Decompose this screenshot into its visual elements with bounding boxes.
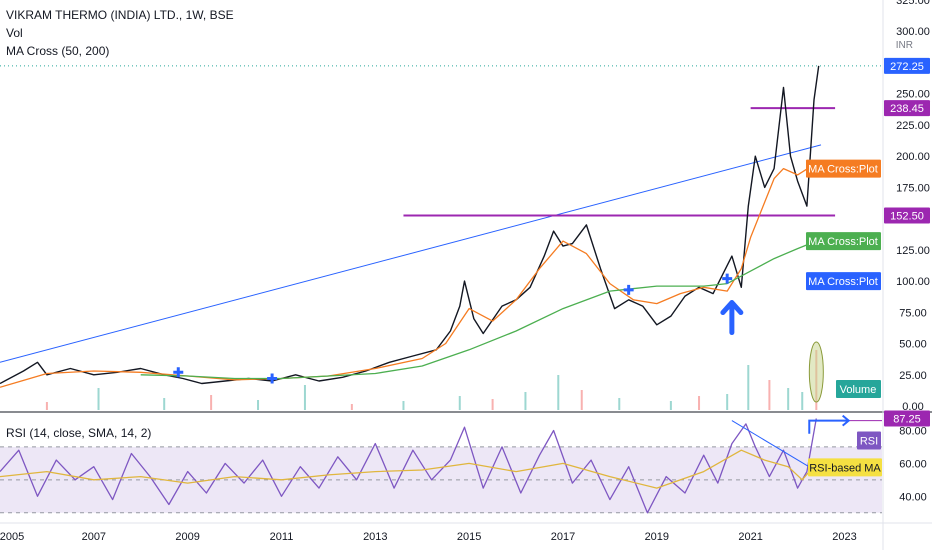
chart-lines bbox=[0, 65, 882, 514]
ma-cross-marker bbox=[267, 373, 278, 384]
ma-cross-label: MA Cross:Plot bbox=[808, 164, 878, 176]
time-tick-label: 2015 bbox=[457, 531, 481, 543]
chart-labels: 272.25 238.45 152.50 MA Cross:Plot MA Cross:… bbox=[806, 57, 930, 477]
time-tick-label: 2013 bbox=[363, 531, 387, 543]
price-tick-label: 100.00 bbox=[896, 276, 930, 288]
series-line-ma50 bbox=[0, 165, 812, 388]
up-arrow-icon bbox=[720, 300, 744, 336]
time-tick-label: 2011 bbox=[270, 531, 294, 543]
ma-legend[interactable]: MA Cross (50, 200) bbox=[6, 44, 110, 58]
volume-bar bbox=[350, 404, 353, 410]
rsi-trendline bbox=[731, 420, 812, 469]
price-tick-label: 125.00 bbox=[896, 245, 930, 257]
rsi-tag-bg bbox=[857, 431, 881, 450]
support-price-tag-bg bbox=[884, 207, 930, 224]
resistance-price-tag-bg bbox=[884, 100, 930, 117]
ma-cross-marker bbox=[173, 367, 184, 378]
ma-cross-label-bg bbox=[806, 272, 881, 291]
rsi-series-rsi bbox=[0, 418, 817, 514]
volume-bar bbox=[557, 375, 560, 410]
volume-bar bbox=[669, 401, 672, 410]
ma-cross-marker bbox=[722, 273, 733, 284]
rsi-tick-label: 80.00 bbox=[899, 425, 927, 437]
chart-axes: 0.0025.0050.0075.00100.00125.00150.00175… bbox=[0, 0, 930, 543]
price-tick-label: 50.00 bbox=[899, 339, 927, 351]
volume-label-bg bbox=[836, 380, 881, 398]
rsi-legend[interactable]: RSI (14, close, SMA, 14, 2) bbox=[6, 426, 152, 440]
volume-bar bbox=[524, 392, 527, 410]
ma-cross-label: MA Cross:Plot bbox=[808, 276, 878, 288]
time-tick-label: 2009 bbox=[175, 531, 199, 543]
price-tick-label: 225.00 bbox=[896, 120, 930, 132]
rsi-tick-label: 60.00 bbox=[899, 458, 927, 470]
last-price-tag-bg bbox=[884, 57, 930, 74]
volume-bar bbox=[97, 388, 100, 410]
last-price-tag: 272.25 bbox=[890, 61, 924, 73]
ma-cross-label: MA Cross:Plot bbox=[808, 236, 878, 248]
price-tick-label: 0.00 bbox=[902, 401, 923, 413]
rsi-tick-label: 40.00 bbox=[899, 491, 927, 503]
volume-bar bbox=[163, 398, 166, 410]
rsi-value-tag-bg bbox=[884, 410, 930, 427]
volume-bar bbox=[726, 394, 729, 410]
volume-bar bbox=[768, 380, 771, 410]
time-tick-label: 2005 bbox=[0, 531, 24, 543]
volume-bar bbox=[491, 399, 494, 410]
rsi-band-lines bbox=[0, 446, 882, 514]
price-tick-label: 325.00 bbox=[896, 0, 930, 7]
volume-bar bbox=[801, 392, 804, 410]
price-tick-label: 250.00 bbox=[896, 89, 930, 101]
trendline bbox=[0, 144, 822, 363]
volume-bar bbox=[257, 400, 260, 410]
volume-bar bbox=[210, 395, 213, 410]
volume-bar bbox=[580, 390, 583, 410]
ma-cross-label-bg bbox=[806, 159, 881, 178]
time-tick-label: 2021 bbox=[738, 531, 762, 543]
volume-bar bbox=[747, 365, 750, 410]
price-tick-label: 300.00 bbox=[896, 26, 930, 38]
price-tick-label: 200.00 bbox=[896, 151, 930, 163]
volume-bar bbox=[45, 402, 48, 410]
support-price-tag: 152.50 bbox=[890, 210, 924, 222]
volume-highlight-ellipse bbox=[808, 341, 824, 403]
rsi-value-tag: 87.25 bbox=[893, 414, 921, 426]
time-tick-label: 2017 bbox=[551, 531, 575, 543]
series-line-price bbox=[0, 65, 820, 385]
rsi-tag: RSI bbox=[860, 436, 878, 448]
volume-bar bbox=[787, 388, 790, 410]
volume-bars bbox=[45, 350, 818, 410]
symbol-title[interactable]: VIKRAM THERMO (INDIA) LTD., 1W, BSE bbox=[6, 8, 234, 22]
rsi-series-rsi_ma bbox=[0, 449, 817, 489]
chart-marks bbox=[173, 273, 851, 434]
chart-legend[interactable]: VIKRAM THERMO (INDIA) LTD., 1W, BSE Vol … bbox=[6, 6, 234, 60]
volume-bar bbox=[303, 385, 306, 410]
resistance-price-tag: 238.45 bbox=[890, 103, 924, 115]
volume-bar bbox=[458, 396, 461, 410]
vol-legend[interactable]: Vol bbox=[6, 26, 23, 40]
rsi-ma-tag: RSI-based MA bbox=[809, 462, 881, 474]
time-tick-label: 2019 bbox=[645, 531, 669, 543]
time-tick-label: 2023 bbox=[832, 531, 856, 543]
volume-bar bbox=[402, 401, 405, 410]
rsi-ma-tag-bg bbox=[808, 458, 882, 477]
volume-bar bbox=[698, 396, 701, 410]
ma-cross-marker bbox=[623, 284, 634, 295]
volume-bar bbox=[618, 398, 621, 410]
currency-label: INR bbox=[896, 40, 913, 51]
time-tick-label: 2007 bbox=[82, 531, 106, 543]
rsi-arrow-icon bbox=[808, 414, 851, 434]
volume-label: Volume bbox=[840, 384, 877, 396]
price-tick-label: 175.00 bbox=[896, 182, 930, 194]
price-tick-label: 25.00 bbox=[899, 370, 927, 382]
price-tick-label: 75.00 bbox=[899, 307, 927, 319]
ma-cross-label-bg bbox=[806, 232, 881, 251]
